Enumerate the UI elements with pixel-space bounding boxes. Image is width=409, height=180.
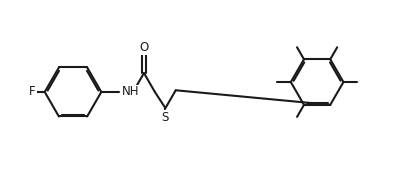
Text: NH: NH [122,86,139,98]
Text: S: S [161,111,169,124]
Text: F: F [29,86,36,98]
Text: O: O [139,41,148,54]
